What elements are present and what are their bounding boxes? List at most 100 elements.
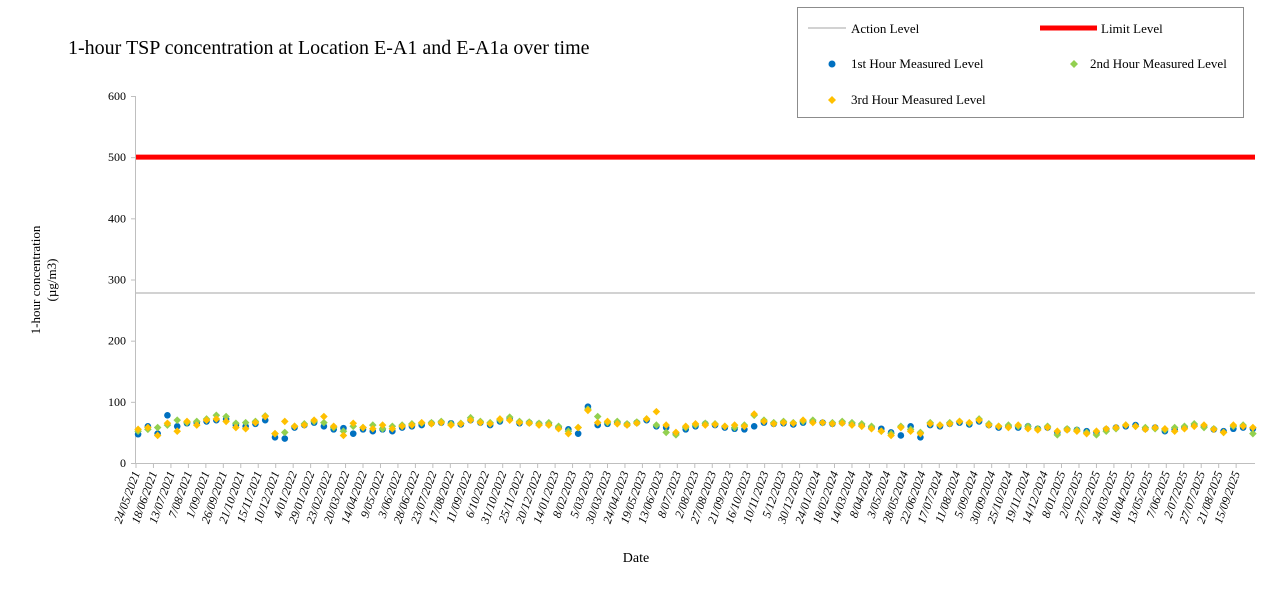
data-point-3rd-hour <box>1209 425 1218 434</box>
data-point-1st-hour <box>750 423 758 430</box>
data-point-3rd-hour <box>1131 422 1140 431</box>
data-point-3rd-hour <box>232 423 240 432</box>
data-point-1st-hour <box>164 411 171 419</box>
data-point-3rd-hour <box>144 423 152 432</box>
y-tick-label: 100 <box>108 395 126 409</box>
x-axis-label: Date <box>623 551 649 566</box>
data-point-3rd-hour <box>955 417 964 426</box>
data-point-3rd-hour <box>672 428 680 437</box>
data-point-3rd-hour <box>222 417 230 426</box>
data-point-3rd-hour <box>1033 426 1042 434</box>
data-point-3rd-hour <box>1112 423 1120 432</box>
legend-2nd-hour-marker <box>1070 60 1078 68</box>
data-point-3rd-hour <box>153 431 162 440</box>
data-point-3rd-hour <box>545 421 553 429</box>
data-point-3rd-hour <box>652 407 661 416</box>
data-point-3rd-hour <box>271 429 279 438</box>
data-point-3rd-hour <box>789 419 798 428</box>
data-point-3rd-hour <box>1219 428 1228 437</box>
y-tick-label: 0 <box>120 456 126 470</box>
data-point-3rd-hour <box>623 421 631 429</box>
data-point-3rd-hour <box>711 420 719 429</box>
data-point-2nd-hour <box>222 412 230 421</box>
data-point-3rd-hour <box>975 416 983 424</box>
data-point-3rd-hour <box>877 427 886 435</box>
data-point-3rd-hour <box>730 421 739 429</box>
data-point-3rd-hour <box>476 418 485 427</box>
legend-limit-level-label: Limit Level <box>1101 21 1163 36</box>
data-point-3rd-hour <box>779 418 788 427</box>
data-point-3rd-hour <box>681 422 690 431</box>
data-point-3rd-hour <box>368 424 377 433</box>
data-point-3rd-hour <box>1161 424 1169 433</box>
data-point-1st-hour <box>281 435 289 442</box>
data-point-2nd-hour <box>320 418 328 427</box>
data-point-3rd-hour <box>593 418 602 427</box>
data-point-3rd-hour <box>1239 422 1247 431</box>
data-point-3rd-hour <box>251 418 260 427</box>
data-point-3rd-hour <box>1004 423 1013 432</box>
data-point-3rd-hour <box>378 421 387 429</box>
data-point-3rd-hour <box>926 420 934 428</box>
data-point-3rd-hour <box>1190 422 1199 431</box>
data-point-2nd-hour <box>280 428 289 437</box>
data-point-3rd-hour <box>525 419 534 428</box>
data-point-2nd-hour <box>652 421 661 429</box>
data-point-3rd-hour <box>985 421 993 429</box>
data-point-3rd-hour <box>408 421 416 429</box>
data-point-3rd-hour <box>427 420 436 428</box>
data-point-3rd-hour <box>1151 423 1159 432</box>
data-point-3rd-hour <box>633 419 641 428</box>
data-point-3rd-hour <box>642 415 651 423</box>
data-point-3rd-hour <box>613 420 622 428</box>
data-point-2nd-hour <box>339 427 348 435</box>
data-point-3rd-hour <box>505 416 514 424</box>
data-point-2nd-hour <box>662 428 670 437</box>
data-point-3rd-hour <box>701 421 710 429</box>
data-point-3rd-hour <box>496 415 504 423</box>
data-point-3rd-hour <box>828 420 837 428</box>
y-axis-label-line-1: 1-hour concentration <box>28 225 43 334</box>
data-point-3rd-hour <box>339 431 348 440</box>
data-point-3rd-hour <box>310 416 318 424</box>
data-point-1st-hour <box>574 430 582 437</box>
y-tick-label: 300 <box>108 273 126 287</box>
legend-3rd-hour-marker <box>828 96 836 104</box>
data-point-3rd-hour <box>662 421 670 429</box>
legend-2nd-hour-label: 2nd Hour Measured Level <box>1090 56 1227 71</box>
data-point-3rd-hour <box>192 421 201 429</box>
data-point-3rd-hour <box>535 421 543 429</box>
data-point-3rd-hour <box>691 420 700 428</box>
data-point-3rd-hour <box>1121 421 1130 429</box>
data-point-3rd-hour <box>1249 423 1257 432</box>
data-point-3rd-hour <box>486 420 494 428</box>
data-point-3rd-hour <box>867 424 876 433</box>
data-point-3rd-hour <box>584 406 592 415</box>
y-tick-label: 200 <box>108 334 126 348</box>
y-axis-label: 1-hour concentration (µg/m3) <box>28 225 59 334</box>
data-point-3rd-hour <box>1200 421 1208 429</box>
data-point-3rd-hour <box>329 422 338 431</box>
data-point-3rd-hour <box>388 424 397 433</box>
data-point-3rd-hour <box>848 421 856 429</box>
data-point-3rd-hour <box>398 422 406 431</box>
data-point-3rd-hour <box>1073 427 1081 435</box>
data-point-3rd-hour <box>760 417 768 426</box>
y-tick-label: 500 <box>108 150 126 164</box>
data-point-2nd-hour <box>593 412 602 421</box>
data-point-3rd-hour <box>1102 424 1111 433</box>
data-point-3rd-hour <box>906 427 915 435</box>
legend-1st-hour-label: 1st Hour Measured Level <box>851 56 984 71</box>
data-point-3rd-hour <box>1063 426 1071 434</box>
legend-box <box>797 7 1244 118</box>
data-point-3rd-hour <box>1180 424 1189 433</box>
data-point-3rd-hour <box>1082 429 1091 438</box>
y-tick-label: 600 <box>108 89 126 103</box>
data-point-3rd-hour <box>769 420 778 428</box>
data-point-2nd-hour <box>153 423 162 432</box>
data-point-3rd-hour <box>721 422 729 431</box>
legend-action-level-label: Action Level <box>851 21 920 36</box>
data-point-2nd-hour <box>232 419 240 428</box>
chart-title: 1-hour TSP concentration at Location E-A… <box>68 37 590 59</box>
